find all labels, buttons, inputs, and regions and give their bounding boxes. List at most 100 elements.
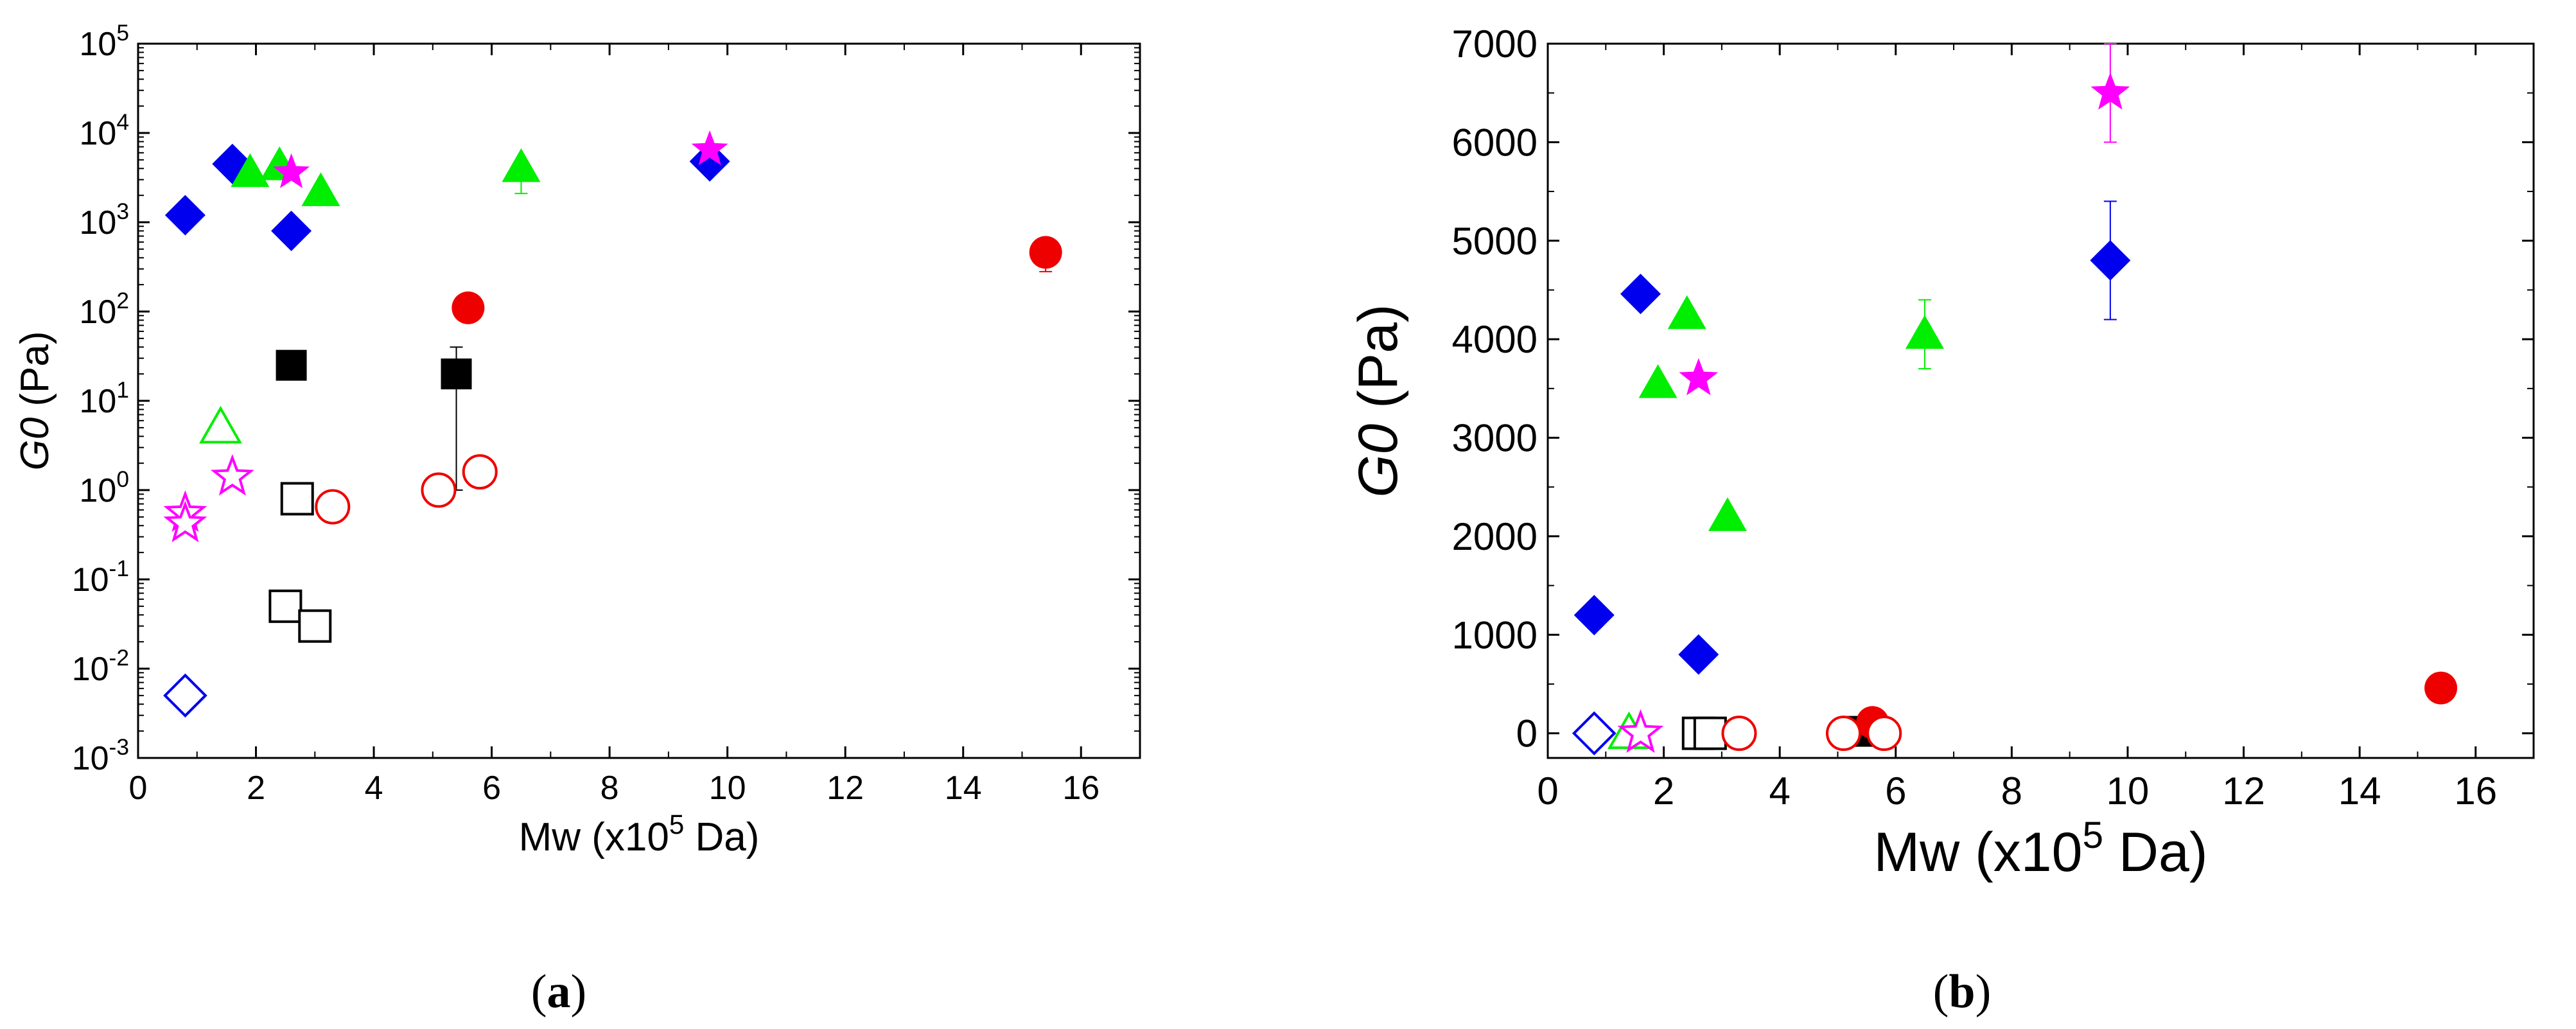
y-tick-label-a: 105 [79, 21, 129, 63]
x-axis-label-a: Mw (x105 Da) [519, 809, 760, 859]
data-point-b-star [1679, 358, 1719, 396]
data-point-a-circle [451, 291, 485, 324]
y-axis-label-a: G0 (Pa) [13, 331, 57, 470]
data-point-a-square [276, 349, 307, 381]
y-tick-label-b: 7000 [1452, 22, 1538, 66]
panel-label-b-text: b [1949, 965, 1975, 1018]
y-tick-label-b: 3000 [1452, 417, 1538, 460]
data-point-a-diamond [163, 673, 207, 718]
x-tick-label-b: 0 [1537, 770, 1558, 813]
data-point-a-circle [462, 454, 498, 490]
data-point-a-star [210, 453, 254, 496]
series-a-triangle-open [199, 405, 242, 444]
data-point-a-diamond [164, 195, 206, 236]
data-point-b-triangle [1905, 315, 1944, 349]
plot-frame-a [137, 42, 1141, 759]
data-point-b-star [2090, 72, 2130, 110]
y-tick-label-b: 1000 [1452, 613, 1538, 656]
data-point-b-star [1617, 708, 1664, 753]
series-b-star-open [1617, 708, 1664, 753]
x-tick-label-b: 12 [2222, 770, 2265, 813]
y-tick-label-b: 2000 [1452, 515, 1538, 558]
series-b-star-filled [1679, 43, 2130, 396]
data-point-a-triangle [301, 172, 340, 206]
data-point-a-square [441, 358, 472, 390]
panel-b: 0 2 4 6 8 10 12 14 16 0 1000 2000 3000 4000 5000 6000 70… [1347, 22, 2535, 1018]
x-tick-label-b: 8 [2001, 770, 2022, 813]
y-tick-label-b: 5000 [1452, 220, 1538, 263]
data-point-b-square [1693, 716, 1727, 750]
series-b-circle-open [1721, 716, 1902, 752]
x-tick-label-a: 14 [945, 770, 982, 807]
x-tick-label-a: 10 [709, 770, 746, 807]
x-tick-label-a: 2 [247, 770, 265, 807]
data-point-a-circle [1029, 236, 1062, 269]
data-point-b-triangle [1667, 295, 1706, 330]
y-tick-label-a: 101 [79, 378, 129, 420]
series-b-diamond-filled [1573, 200, 2131, 675]
series-a-circle-open [315, 454, 498, 525]
y-tick-label-a: 10-3 [72, 735, 129, 777]
data-point-a-diamond [689, 141, 730, 182]
series-b-triangle-filled [1638, 295, 1944, 531]
data-point-b-diamond [1572, 711, 1617, 755]
data-point-a-triangle [502, 148, 541, 182]
data-point-a-triangle [231, 153, 270, 188]
data-point-a-triangle [199, 405, 242, 444]
y-axis-label-b: G0 (Pa) [1347, 304, 1409, 497]
x-tick-label-b: 14 [2338, 770, 2381, 813]
y-tick-label-b: 0 [1516, 712, 1538, 755]
x-tick-label-a: 16 [1062, 770, 1100, 807]
x-tick-label-b: 10 [2107, 770, 2150, 813]
panel-label-a: (a) [531, 965, 586, 1018]
series-a-star-open [163, 453, 254, 543]
y-tick-label-b: 6000 [1452, 121, 1538, 164]
data-point-b-diamond [1678, 634, 1719, 675]
data-point-a-diamond [271, 210, 312, 251]
plot-frame-b [1546, 42, 2535, 759]
x-tick-label-a: 0 [129, 770, 148, 807]
data-point-b-diamond [1620, 274, 1661, 315]
x-tick-label-a: 8 [600, 770, 619, 807]
x-tick-label-b: 2 [1653, 770, 1674, 813]
data-point-b-circle [2424, 671, 2458, 705]
panel-a: 0 2 4 6 8 10 12 14 16 10-3 10-2 10-1 100 101 102 103 104… [13, 21, 1141, 1018]
y-tick-label-a: 102 [79, 288, 129, 331]
data-point-a-star [273, 153, 310, 188]
series-a-star-filled [273, 130, 728, 188]
x-tick-label-b: 4 [1769, 770, 1790, 813]
y-tick-label-b: 4000 [1452, 318, 1538, 361]
data-point-a-square [280, 482, 314, 516]
series-b-square-open [1681, 716, 1727, 750]
series-a-square-filled [276, 346, 472, 491]
x-tick-label-b: 16 [2454, 770, 2497, 813]
y-tick-label-a: 10-2 [72, 646, 129, 688]
series-a-square-open [268, 482, 332, 643]
data-point-a-square [298, 609, 332, 643]
series-a-diamond-open [163, 673, 207, 718]
panel-label-b: (b) [1933, 965, 1991, 1018]
data-point-a-circle [315, 489, 351, 525]
series-b-circle-filled [1856, 671, 2458, 739]
y-tick-label-a: 103 [79, 199, 129, 242]
x-axis-label-b: Mw (x105 Da) [1874, 814, 2208, 883]
y-tick-label-a: 100 [79, 467, 129, 509]
data-point-b-circle [1866, 716, 1902, 752]
series-b-diamond-open [1572, 711, 1617, 755]
data-point-b-triangle [1708, 497, 1747, 531]
x-tick-label-a: 4 [365, 770, 383, 807]
series-a-circle-filled [451, 236, 1062, 324]
x-tick-label-a: 6 [482, 770, 501, 807]
data-point-b-circle [1721, 716, 1757, 752]
panel-label-a-text: a [547, 965, 571, 1018]
data-point-b-diamond [1573, 595, 1615, 636]
x-tick-label-a: 12 [827, 770, 864, 807]
data-point-a-square [268, 589, 302, 623]
y-tick-label-a: 104 [79, 110, 129, 152]
x-tick-label-b: 6 [1885, 770, 1906, 813]
series-a-triangle-filled [231, 146, 541, 206]
plot-a-layer: 0 2 4 6 8 10 12 14 16 10-3 10-2 10-1 100 101 102 103 104… [13, 21, 1141, 859]
data-point-b-circle [1826, 716, 1861, 752]
plot-b-layer: 0 2 4 6 8 10 12 14 16 0 1000 2000 3000 4000 5000 6000 70… [1347, 22, 2535, 883]
